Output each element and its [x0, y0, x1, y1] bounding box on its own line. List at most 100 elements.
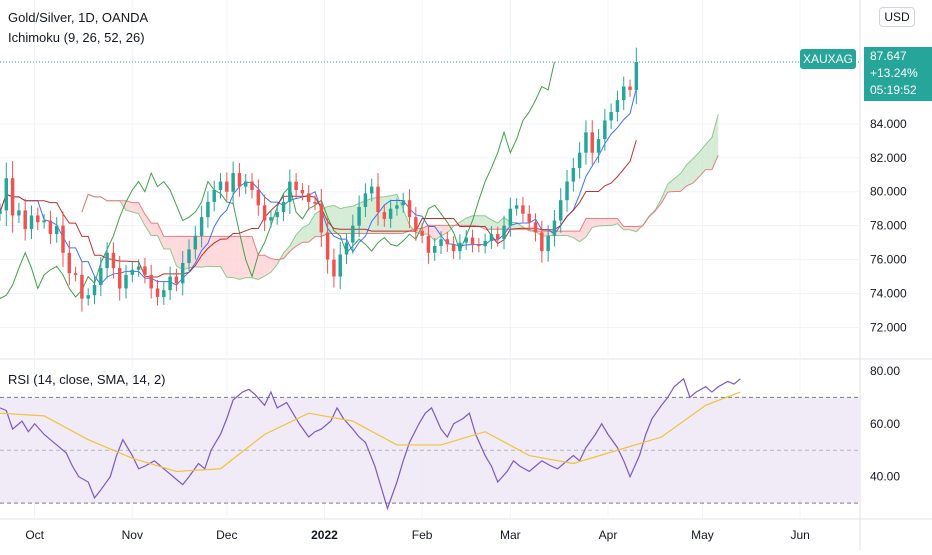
candle — [29, 205, 34, 240]
candle-body — [269, 217, 273, 221]
candle — [546, 225, 550, 262]
candle-body — [502, 225, 506, 240]
ichimoku-cloud-segment — [138, 202, 145, 226]
ichimoku-cloud-segment — [667, 178, 675, 193]
candle — [23, 198, 27, 241]
candle — [67, 240, 72, 286]
candle-body — [67, 252, 72, 274]
rsi-ma-line — [0, 391, 741, 473]
ichimoku-cloud-segment — [579, 218, 586, 242]
candle — [319, 189, 324, 248]
rsi-legend[interactable]: RSI (14, close, SMA, 14, 2) — [8, 372, 166, 387]
candle — [338, 241, 342, 290]
time-tick-label: Mar — [500, 528, 521, 542]
candle — [357, 195, 361, 238]
ichimoku-cloud-segment — [592, 218, 599, 228]
candle-body — [10, 178, 15, 216]
candle — [193, 225, 198, 260]
candle — [376, 173, 380, 226]
candle-body — [527, 213, 531, 223]
price-tag-countdown: 05:19:52 — [870, 83, 917, 97]
price-tick-label: 82.000 — [870, 151, 907, 165]
candle — [180, 250, 185, 296]
candle-body — [634, 61, 639, 90]
candle — [634, 47, 639, 105]
ichimoku-cloud-segment — [585, 218, 593, 238]
candle-body — [111, 252, 116, 269]
candle — [432, 238, 437, 261]
ichimoku-cloud-segment — [478, 215, 486, 230]
candle-body — [426, 235, 431, 253]
ichimoku-cloud-segment — [252, 236, 259, 280]
candle-body — [615, 100, 620, 112]
candle — [508, 197, 513, 237]
ichimoku-cloud-segment — [296, 227, 303, 247]
candle-body — [256, 190, 261, 206]
candle-body — [281, 201, 286, 213]
candle — [288, 169, 292, 214]
candle — [514, 198, 519, 216]
candle — [256, 179, 261, 216]
ichimoku-cloud-segment — [163, 236, 171, 249]
candle — [212, 180, 216, 212]
candle — [218, 173, 223, 199]
leading-span-a-line — [81, 114, 719, 281]
candle — [426, 224, 431, 264]
candle-body — [470, 237, 475, 245]
ichimoku-cloud-segment — [459, 218, 467, 226]
ichimoku-cloud-segment — [214, 236, 221, 267]
price-tick-label: 72.000 — [870, 320, 907, 334]
ichimoku-cloud-segment — [472, 215, 479, 227]
ichimoku-cloud-segment — [598, 218, 605, 227]
candle-body — [54, 225, 59, 235]
ichimoku-legend[interactable]: Ichimoku (9, 26, 52, 26) — [8, 30, 145, 45]
candle — [369, 178, 374, 202]
candle — [552, 210, 557, 247]
candle-body — [92, 285, 97, 296]
price-tick-label: 84.000 — [870, 117, 907, 131]
price-tick-label: 74.000 — [870, 287, 907, 301]
candle — [495, 226, 500, 247]
ichimoku-cloud-segment — [699, 144, 706, 177]
candle — [17, 202, 21, 223]
ichimoku-cloud-segment — [711, 114, 719, 170]
ichimoku-cloud-segment — [390, 194, 397, 234]
symbol-price-badge: XAUXAG — [800, 49, 856, 69]
candle — [136, 259, 141, 277]
lagging-span-line — [0, 61, 555, 300]
ichimoku-cloud-segment — [157, 223, 164, 249]
leading-span-b-line — [81, 154, 719, 261]
candle — [149, 264, 153, 299]
candle-body — [17, 210, 21, 216]
candle — [86, 288, 90, 306]
candle — [395, 198, 399, 216]
ichimoku-cloud-segment — [132, 202, 139, 214]
ichimoku-cloud-segment — [126, 200, 133, 213]
candle — [117, 256, 122, 301]
candle — [4, 162, 9, 226]
symbol-title[interactable]: Gold/Silver, 1D, OANDA — [8, 10, 149, 25]
price-tag: 87.647 +13.24% 05:19:52 — [864, 47, 932, 101]
candle — [521, 196, 525, 223]
candle — [281, 192, 286, 222]
time-tick-label: Jun — [790, 528, 809, 542]
candle-body — [445, 239, 450, 245]
candle-body — [231, 173, 235, 192]
ichimoku-cloud-segment — [680, 164, 687, 192]
currency-button[interactable]: USD — [879, 7, 915, 27]
candle-body — [48, 220, 53, 235]
ichimoku-cloud-segment — [693, 152, 700, 184]
candle-body — [105, 252, 109, 269]
candle — [477, 237, 481, 253]
candle-body — [521, 205, 525, 214]
candle-body — [61, 225, 65, 253]
candle-body — [382, 212, 387, 219]
candle — [199, 205, 204, 248]
candle-body — [4, 178, 9, 211]
candle-body — [508, 208, 513, 226]
candle-body — [357, 206, 361, 226]
candle — [275, 204, 279, 225]
candle-body — [344, 242, 349, 255]
candle-body — [275, 212, 279, 218]
candle — [344, 233, 349, 265]
